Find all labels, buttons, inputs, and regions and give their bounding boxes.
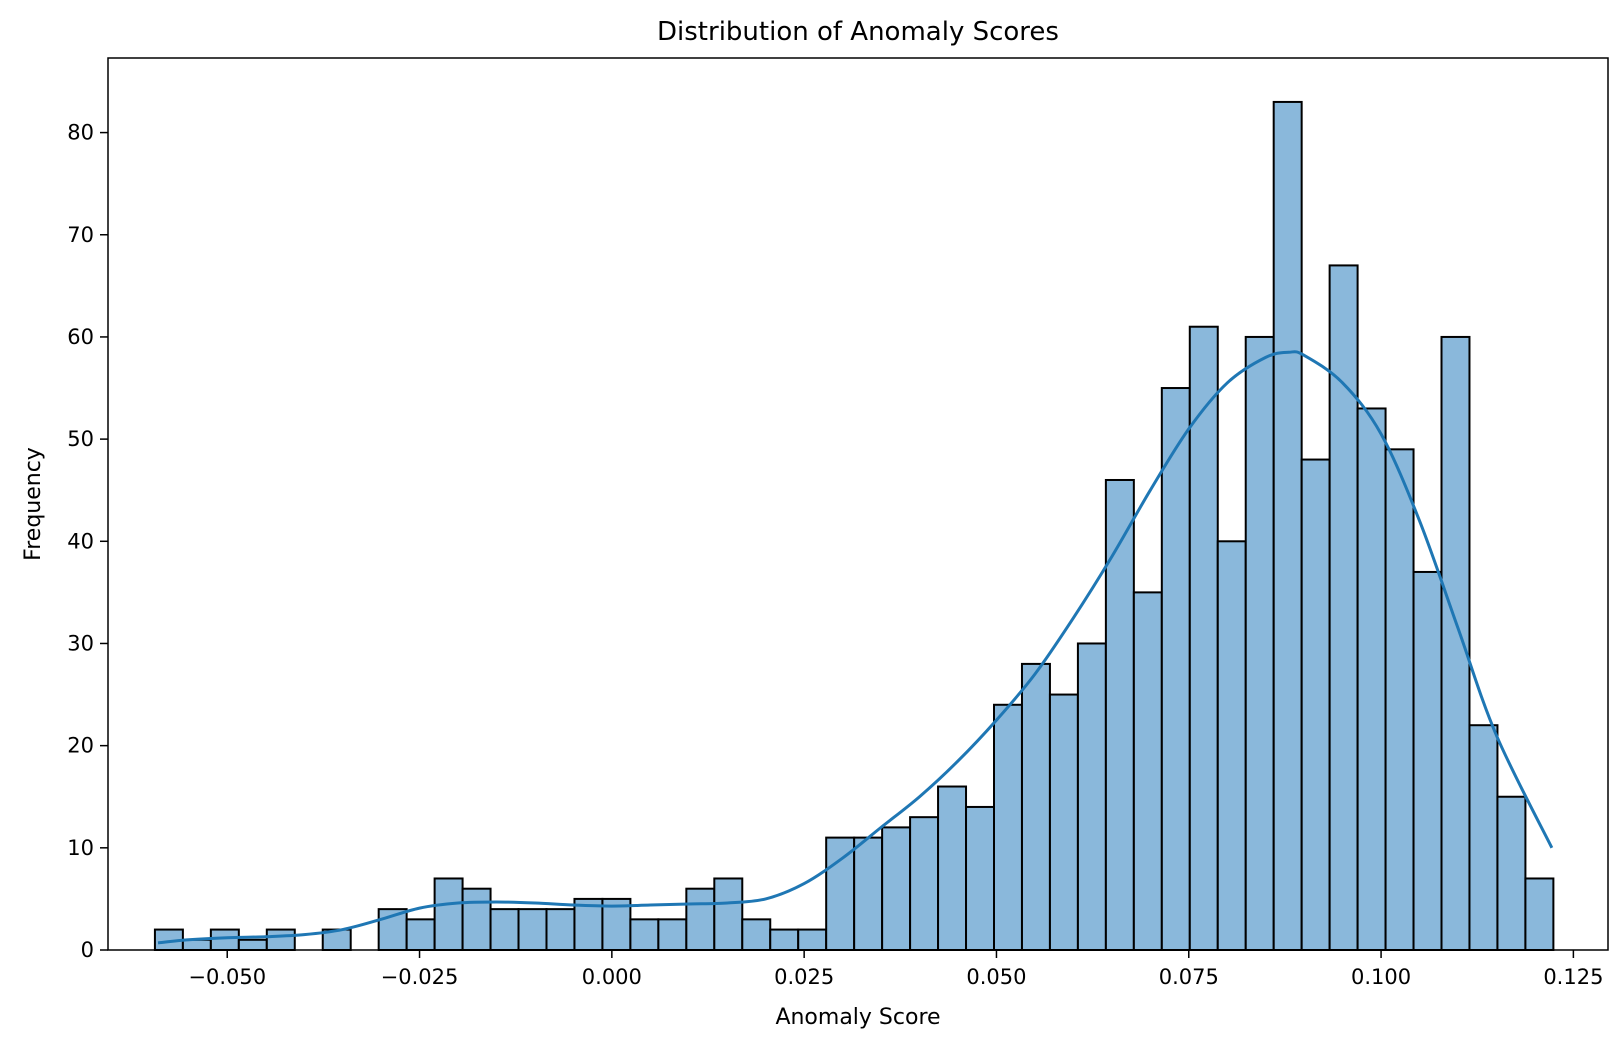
histogram-bar (1468, 724, 1499, 951)
histogram-bar (713, 877, 744, 951)
y-tick-label: 40 (67, 529, 94, 553)
plot-frame (107, 57, 1609, 951)
histogram-bar (1524, 877, 1555, 951)
y-axis: 0 10 20 30 40 50 60 70 80 (67, 121, 108, 962)
histogram-bar (1160, 387, 1191, 951)
x-tick-label: −0.050 (188, 965, 266, 989)
y-tick-label: 30 (67, 631, 94, 655)
histogram-bar (769, 928, 800, 951)
histogram-bar (489, 908, 520, 952)
x-tick-label: 0.100 (1351, 965, 1411, 989)
bars-layer (153, 100, 1555, 952)
histogram-bar (1356, 407, 1387, 951)
histogram-bar (209, 928, 240, 951)
histogram-bar (629, 918, 660, 952)
histogram-bar (517, 908, 548, 952)
y-tick-label: 0 (81, 938, 94, 962)
y-tick-label: 60 (67, 325, 94, 349)
y-axis-title: Frequency (21, 447, 46, 561)
histogram-bar (1384, 448, 1415, 951)
x-tick-label: 0.000 (582, 965, 642, 989)
histogram-bar (741, 918, 772, 952)
histogram-bar (685, 887, 716, 951)
histogram-bar (1440, 335, 1471, 951)
histogram-bar (937, 785, 968, 951)
histogram-bar (461, 887, 492, 951)
x-tick-label: 0.125 (1543, 965, 1603, 989)
y-tick-label: 70 (67, 223, 94, 247)
histogram-bar (1272, 100, 1303, 951)
kde-curve (157, 350, 1554, 945)
y-tick-label: 50 (67, 427, 94, 451)
histogram-bar (797, 928, 828, 951)
histogram-bar (1412, 570, 1443, 952)
histogram-bar (1300, 458, 1331, 951)
x-axis: −0.050 −0.025 0.000 0.025 0.050 0.075 0.100 0.1… (188, 950, 1603, 989)
y-tick-label: 80 (67, 121, 94, 145)
histogram-bar (1076, 642, 1107, 951)
histogram-bar (1216, 540, 1247, 951)
histogram-bar (1244, 335, 1275, 951)
histogram-bar (1132, 591, 1163, 951)
histogram-bar (405, 918, 436, 952)
chart-title: Distribution of Anomaly Scores (657, 17, 1059, 47)
histogram-bar (1496, 795, 1527, 952)
histogram-bar (881, 826, 912, 951)
histogram-bar (965, 805, 995, 952)
kde-layer (157, 350, 1554, 945)
histogram-bar (909, 816, 940, 951)
histogram-bar (825, 836, 856, 951)
y-tick-label: 10 (67, 836, 94, 860)
x-axis-title: Anomaly Score (775, 1005, 940, 1030)
x-tick-label: −0.025 (381, 965, 459, 989)
histogram-bar (237, 938, 268, 951)
histogram-bar (1048, 693, 1079, 952)
histogram-bar (545, 908, 576, 952)
histogram-bar (1020, 662, 1051, 951)
histogram-bar (1104, 478, 1135, 951)
histogram-bar (433, 877, 464, 951)
histogram-bar (993, 703, 1023, 951)
x-tick-label: 0.025 (774, 965, 834, 989)
histogram-bar (853, 836, 884, 951)
histogram-bar (1328, 264, 1359, 951)
x-tick-label: 0.075 (1159, 965, 1219, 989)
histogram-bar (657, 918, 688, 952)
y-tick-label: 20 (67, 734, 94, 758)
histogram-bar (1188, 325, 1219, 951)
x-tick-label: 0.050 (966, 965, 1026, 989)
histogram-bar (265, 928, 296, 951)
